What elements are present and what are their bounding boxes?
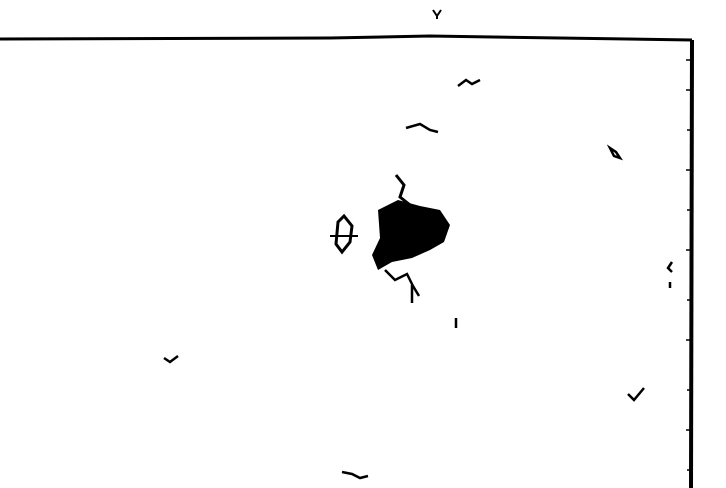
background <box>0 0 726 488</box>
scan-image <box>0 0 726 488</box>
frame-right <box>691 40 692 488</box>
page <box>0 0 726 488</box>
